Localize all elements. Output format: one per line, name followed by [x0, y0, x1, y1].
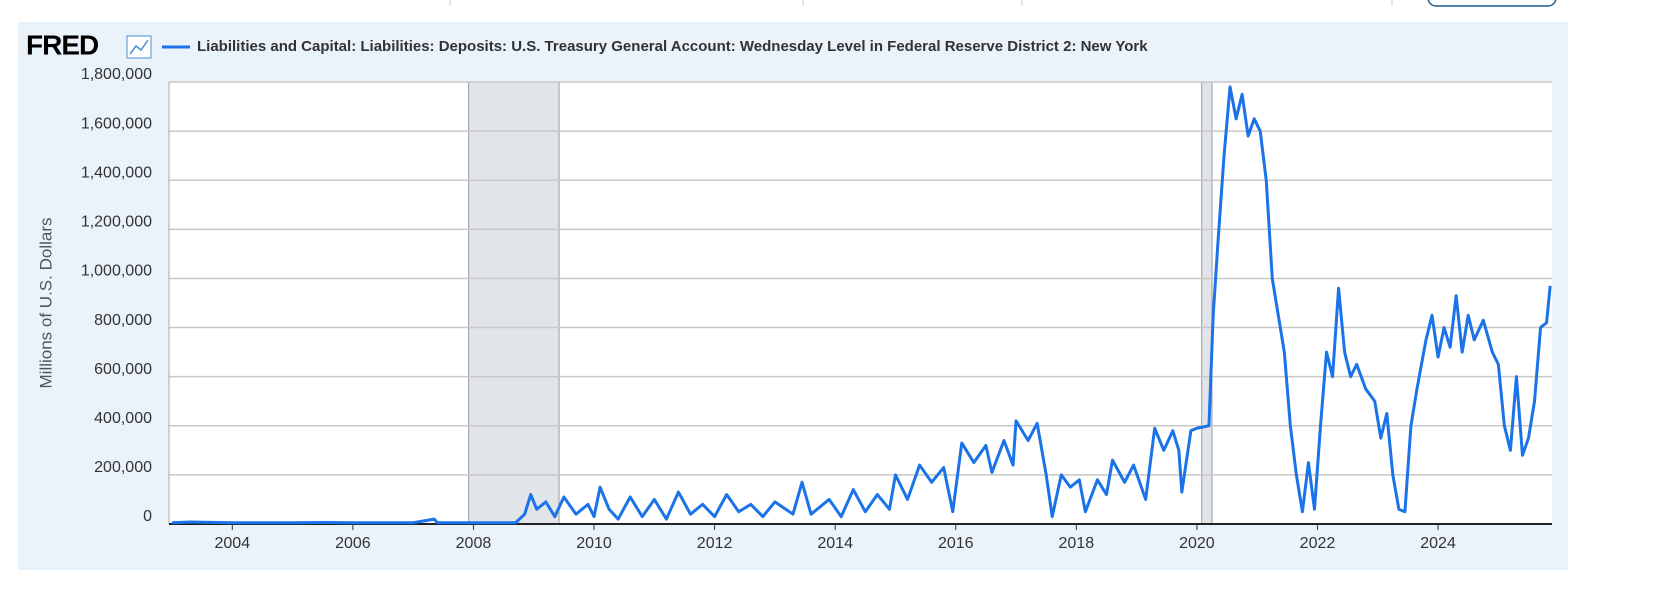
y-tick-label: 0: [143, 508, 152, 525]
y-tick-label: 1,000,000: [81, 263, 152, 280]
recession-band: [468, 81, 560, 525]
x-tick-label: 2006: [335, 535, 371, 552]
y-axis-label: Millions of U.S. Dollars: [36, 218, 55, 389]
x-tick-label: 2024: [1420, 535, 1456, 552]
logo: FRED: [26, 29, 99, 60]
x-tick-label: 2004: [215, 535, 251, 552]
x-tick-label: 2018: [1059, 535, 1095, 552]
logo-icon: [126, 35, 152, 59]
series-line: [171, 85, 1552, 525]
y-tick-label: 1,800,000: [81, 66, 152, 83]
plot-area: [169, 82, 1552, 524]
y-tick-label: 1,400,000: [81, 164, 152, 181]
y-tick-label: 800,000: [94, 312, 152, 329]
x-tick-label: 2022: [1300, 535, 1336, 552]
x-tick-label: 2020: [1179, 535, 1215, 552]
toolbar-button[interactable]: [1427, 0, 1557, 7]
x-tick-label: 2012: [697, 535, 733, 552]
y-tick-label: 200,000: [94, 459, 152, 476]
y-tick-label: 400,000: [94, 410, 152, 427]
x-tick-label: 2008: [456, 535, 492, 552]
x-tick-label: 2014: [817, 535, 853, 552]
x-tick-label: 2010: [576, 535, 612, 552]
x-tick-label: 2016: [938, 535, 974, 552]
recession-band: [1201, 81, 1213, 525]
y-tick-label: 600,000: [94, 361, 152, 378]
y-tick-label: 1,200,000: [81, 214, 152, 231]
y-tick-label: 1,600,000: [81, 115, 152, 132]
legend-label: Liabilities and Capital: Liabilities: De…: [197, 38, 1148, 55]
